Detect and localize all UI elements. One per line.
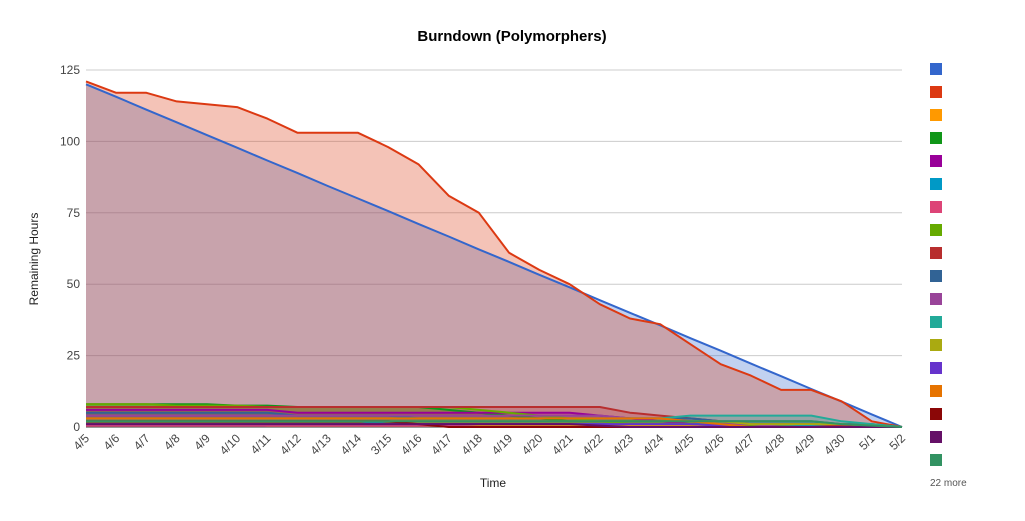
x-tick-label: 4/14 — [338, 431, 365, 458]
series-line-17[interactable] — [86, 420, 903, 428]
x-tick-label: 4/26 — [700, 431, 727, 458]
y-tick-label: 50 — [67, 277, 81, 291]
y-tick-label: 0 — [73, 420, 80, 434]
legend-swatch-1[interactable] — [930, 86, 942, 98]
chart-title: Burndown (Polymorphers) — [417, 28, 606, 45]
legend-swatch-16[interactable] — [930, 431, 942, 443]
legend-swatch-7[interactable] — [930, 224, 942, 236]
legend-swatch-11[interactable] — [930, 316, 942, 328]
legend — [930, 63, 942, 466]
x-tick-label: 4/10 — [217, 431, 244, 458]
x-tick-label: 4/21 — [549, 431, 576, 458]
legend-swatch-4[interactable] — [930, 155, 942, 167]
x-tick-label: 4/16 — [398, 431, 425, 458]
x-tick-label: 4/25 — [670, 431, 697, 458]
legend-swatch-10[interactable] — [930, 293, 942, 305]
legend-swatch-6[interactable] — [930, 201, 942, 213]
legend-swatch-14[interactable] — [930, 385, 942, 397]
legend-swatch-0[interactable] — [930, 63, 942, 75]
x-tick-label: 4/17 — [428, 431, 455, 458]
y-tick-label: 125 — [60, 63, 80, 77]
y-tick-labels: 0 25 50 75 100 125 — [60, 63, 80, 434]
legend-swatch-5[interactable] — [930, 178, 942, 190]
legend-swatch-3[interactable] — [930, 132, 942, 144]
x-tick-label: 4/30 — [821, 431, 848, 458]
x-tick-label: 3/15 — [368, 431, 395, 458]
legend-swatch-13[interactable] — [930, 362, 942, 374]
x-tick-label: 4/23 — [610, 431, 637, 458]
x-tick-label: 4/9 — [191, 431, 213, 453]
x-tick-label: 5/2 — [886, 431, 908, 453]
x-tick-label: 4/8 — [161, 431, 183, 453]
series-line-1[interactable] — [85, 80, 903, 428]
series-lines — [85, 80, 903, 428]
x-tick-label: 4/24 — [640, 431, 667, 458]
x-tick-label: 5/1 — [856, 431, 878, 453]
x-tick-label: 4/6 — [101, 431, 123, 453]
x-tick-label: 4/7 — [131, 431, 153, 453]
x-tick-label: 4/29 — [791, 431, 818, 458]
series-line-10[interactable] — [86, 414, 902, 428]
x-tick-label: 4/28 — [761, 431, 788, 458]
x-tick-label: 4/13 — [307, 431, 334, 458]
x-tick-label: 4/22 — [579, 431, 606, 458]
x-tick-label: 4/5 — [70, 431, 92, 453]
x-tick-label: 4/18 — [459, 431, 486, 458]
legend-swatch-8[interactable] — [930, 247, 942, 259]
x-tick-label: 4/11 — [248, 431, 274, 457]
x-tick-label: 4/19 — [489, 431, 516, 458]
legend-swatch-2[interactable] — [930, 109, 942, 121]
x-tick-label: 4/12 — [277, 431, 304, 458]
series-line-0[interactable] — [85, 83, 903, 428]
legend-swatch-12[interactable] — [930, 339, 942, 351]
series-area-1 — [86, 81, 902, 428]
y-tick-label: 100 — [60, 134, 80, 148]
series-line-16[interactable] — [86, 423, 902, 428]
y-axis-title: Remaining Hours — [27, 213, 41, 306]
y-tick-label: 75 — [67, 206, 81, 220]
y-tick-label: 25 — [67, 349, 81, 363]
x-axis-title: Time — [480, 476, 507, 490]
legend-more-link[interactable]: 22 more — [930, 478, 967, 489]
legend-swatch-15[interactable] — [930, 408, 942, 420]
x-tick-labels: 4/5 4/6 4/7 4/8 4/9 4/10 4/11 4/12 4/13 4/14 3/15 4… — [70, 431, 908, 458]
x-tick-label: 4/27 — [731, 431, 758, 458]
legend-swatch-9[interactable] — [930, 270, 942, 282]
x-tick-label: 4/20 — [519, 431, 546, 458]
legend-swatch-17[interactable] — [930, 454, 942, 466]
